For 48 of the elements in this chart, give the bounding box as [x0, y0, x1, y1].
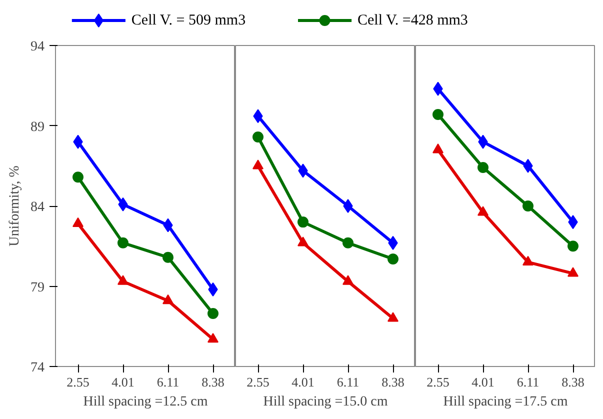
y-tick-label: 79	[30, 280, 44, 296]
point	[478, 206, 488, 216]
point	[298, 236, 308, 246]
x-tick-label: 4.01	[292, 374, 314, 390]
x-axis-title: Hill spacing =15.0 cm	[263, 394, 388, 410]
point	[568, 267, 578, 277]
point	[343, 199, 353, 213]
point	[568, 240, 578, 252]
point	[342, 275, 354, 285]
point	[208, 332, 218, 343]
point	[478, 162, 488, 173]
legend-label: Cell V. = 509 mm3	[131, 12, 246, 28]
x-axis-title: Hill spacing =12.5 cm	[83, 394, 208, 410]
x-tick-label: 6.11	[516, 374, 540, 390]
legend-label: Cell V. =428 mm3	[358, 12, 468, 28]
x-tick-label: 4.01	[472, 374, 494, 390]
point	[162, 252, 174, 263]
point	[298, 216, 308, 228]
point	[162, 294, 174, 304]
point	[388, 312, 398, 322]
point	[432, 109, 444, 120]
x-tick-label: 6.11	[156, 374, 180, 390]
point	[72, 217, 84, 228]
y-tick-label: 84	[30, 200, 44, 215]
x-tick-label: 8.38	[562, 374, 584, 390]
point	[388, 253, 398, 264]
y-tick-label: 74	[30, 360, 44, 376]
x-tick-label: 6.11	[336, 374, 360, 390]
y-tick-label: 94	[30, 40, 44, 54]
point	[208, 308, 218, 320]
point	[252, 131, 264, 142]
y-axis-title: Uniformity, %	[8, 165, 22, 246]
x-axis-title: Hill spacing =17.5 cm	[443, 394, 568, 410]
x-tick-label: 4.01	[112, 374, 134, 390]
x-tick-label: 2.55	[246, 374, 270, 390]
point	[252, 160, 264, 170]
point	[118, 237, 128, 248]
x-tick-label: 8.38	[202, 374, 224, 390]
point	[72, 172, 84, 183]
point	[522, 256, 534, 266]
x-tick-label: 8.38	[382, 374, 404, 390]
x-tick-label: 2.55	[66, 374, 90, 390]
point	[118, 275, 128, 285]
point	[432, 144, 444, 154]
point	[522, 200, 534, 212]
point	[342, 237, 354, 248]
y-tick-label: 89	[30, 120, 44, 135]
x-tick-label: 2.55	[426, 374, 450, 390]
